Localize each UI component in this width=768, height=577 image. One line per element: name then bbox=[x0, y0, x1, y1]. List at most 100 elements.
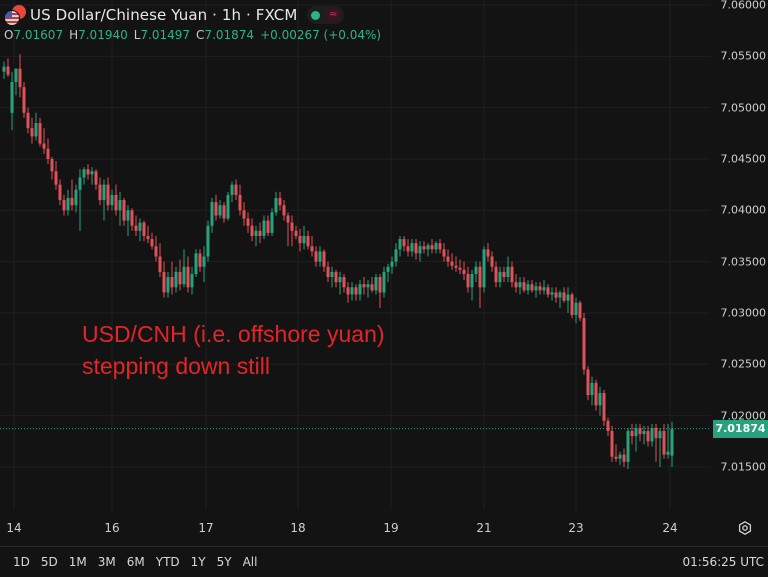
candle[interactable] bbox=[322, 249, 326, 272]
candle[interactable] bbox=[266, 215, 270, 236]
candle[interactable] bbox=[418, 241, 422, 262]
candle[interactable] bbox=[146, 225, 150, 244]
candle[interactable] bbox=[46, 138, 50, 165]
candle[interactable] bbox=[650, 423, 654, 447]
candle[interactable] bbox=[34, 112, 38, 141]
candle[interactable] bbox=[6, 58, 10, 77]
candle[interactable] bbox=[606, 417, 610, 437]
candle[interactable] bbox=[154, 235, 158, 262]
candle[interactable] bbox=[574, 297, 578, 324]
candle[interactable] bbox=[262, 215, 266, 240]
candle[interactable] bbox=[118, 191, 122, 226]
candle[interactable] bbox=[390, 256, 394, 274]
candle[interactable] bbox=[338, 271, 342, 295]
candle[interactable] bbox=[470, 269, 474, 301]
candle[interactable] bbox=[50, 156, 54, 180]
candle[interactable] bbox=[410, 239, 414, 257]
candle[interactable] bbox=[502, 266, 506, 283]
candle[interactable] bbox=[378, 273, 382, 308]
candle[interactable] bbox=[278, 191, 282, 211]
candle[interactable] bbox=[530, 280, 534, 293]
candle[interactable] bbox=[198, 249, 202, 272]
candle[interactable] bbox=[646, 425, 650, 447]
range-button-ytd[interactable]: YTD bbox=[155, 555, 180, 569]
candle[interactable] bbox=[462, 261, 466, 281]
candle[interactable] bbox=[654, 423, 658, 462]
utc-clock[interactable]: 01:56:25 UTC bbox=[682, 555, 765, 569]
candle[interactable] bbox=[506, 256, 510, 283]
range-button-3m[interactable]: 3M bbox=[97, 555, 116, 569]
price-axis[interactable]: 7.06000 7.05500 7.05000 7.04500 7.04000 7.035… bbox=[710, 0, 768, 510]
candle[interactable] bbox=[18, 54, 22, 98]
candle[interactable] bbox=[14, 68, 18, 96]
candle[interactable] bbox=[222, 202, 226, 223]
candle[interactable] bbox=[590, 376, 594, 406]
range-button-all[interactable]: All bbox=[242, 555, 258, 569]
candle[interactable] bbox=[662, 423, 666, 459]
candle[interactable] bbox=[362, 277, 366, 295]
candle[interactable] bbox=[474, 261, 478, 283]
candle[interactable] bbox=[514, 273, 518, 293]
candle[interactable] bbox=[334, 269, 338, 288]
candle[interactable] bbox=[330, 266, 334, 288]
candle[interactable] bbox=[586, 366, 590, 401]
candle[interactable] bbox=[218, 200, 222, 219]
candle[interactable] bbox=[494, 261, 498, 288]
candle[interactable] bbox=[546, 284, 550, 298]
candle[interactable] bbox=[74, 184, 78, 213]
chart-settings-icon[interactable] bbox=[738, 521, 752, 535]
candle[interactable] bbox=[90, 167, 94, 185]
candle[interactable] bbox=[610, 425, 614, 462]
candle[interactable] bbox=[126, 205, 130, 236]
candle[interactable] bbox=[214, 194, 218, 221]
candle[interactable] bbox=[86, 164, 90, 180]
candle[interactable] bbox=[62, 194, 66, 216]
candle[interactable] bbox=[614, 444, 618, 462]
candle[interactable] bbox=[134, 215, 138, 236]
candle[interactable] bbox=[182, 249, 186, 288]
candle[interactable] bbox=[142, 220, 146, 242]
candle[interactable] bbox=[442, 243, 446, 262]
candle[interactable] bbox=[138, 218, 142, 242]
candle[interactable] bbox=[478, 261, 482, 308]
candle[interactable] bbox=[490, 251, 494, 272]
candle[interactable] bbox=[482, 246, 486, 293]
candle[interactable] bbox=[454, 256, 458, 272]
candle[interactable] bbox=[42, 128, 46, 154]
candle[interactable] bbox=[306, 230, 310, 250]
market-status-pill[interactable]: ≈ bbox=[307, 6, 345, 24]
candle[interactable] bbox=[254, 225, 258, 247]
candle[interactable] bbox=[426, 243, 430, 257]
candle[interactable] bbox=[538, 282, 542, 295]
candle[interactable] bbox=[386, 263, 390, 283]
candle[interactable] bbox=[286, 212, 290, 247]
candle[interactable] bbox=[282, 200, 286, 221]
candle[interactable] bbox=[30, 117, 34, 144]
candle[interactable] bbox=[54, 161, 58, 190]
candle[interactable] bbox=[406, 239, 410, 257]
candle[interactable] bbox=[618, 451, 622, 465]
candle[interactable] bbox=[26, 107, 30, 134]
candle[interactable] bbox=[314, 246, 318, 267]
range-button-5d[interactable]: 5D bbox=[40, 555, 58, 569]
candle[interactable] bbox=[486, 243, 490, 262]
candle[interactable] bbox=[70, 179, 74, 211]
candle[interactable] bbox=[402, 235, 406, 252]
candle[interactable] bbox=[190, 266, 194, 295]
candle[interactable] bbox=[602, 389, 606, 426]
candle[interactable] bbox=[298, 228, 302, 252]
candle[interactable] bbox=[294, 225, 298, 240]
candle[interactable] bbox=[598, 386, 602, 416]
candle[interactable] bbox=[358, 280, 362, 301]
candle[interactable] bbox=[562, 287, 566, 303]
candle[interactable] bbox=[234, 179, 238, 201]
candle[interactable] bbox=[290, 215, 294, 247]
symbol-title[interactable]: US Dollar/Chinese Yuan · 1h · FXCM bbox=[30, 6, 298, 24]
candle[interactable] bbox=[202, 246, 206, 283]
candle[interactable] bbox=[630, 423, 634, 445]
candle[interactable] bbox=[242, 202, 246, 226]
candle[interactable] bbox=[570, 292, 574, 319]
candle[interactable] bbox=[566, 287, 570, 313]
candle[interactable] bbox=[642, 425, 646, 445]
candle[interactable] bbox=[542, 280, 546, 295]
